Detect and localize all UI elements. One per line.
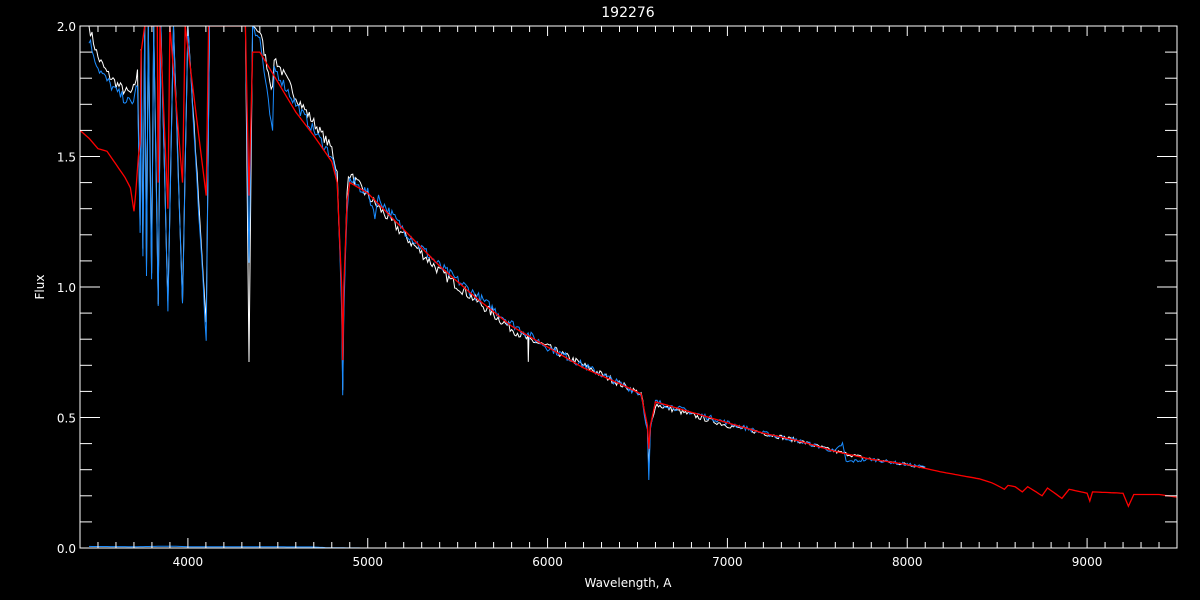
- series-line-1: [88, 26, 926, 481]
- x-tick-label: 4000: [173, 555, 204, 569]
- x-tick-label: 7000: [712, 555, 743, 569]
- x-axis-label: Wavelength, A: [584, 576, 672, 590]
- y-tick-label: 1.5: [57, 151, 76, 165]
- y-tick-label: 0.0: [57, 542, 76, 556]
- x-tick-label: 9000: [1072, 555, 1103, 569]
- x-tick-label: 8000: [892, 555, 923, 569]
- y-tick-label: 1.0: [57, 281, 76, 295]
- y-tick-label: 2.0: [57, 20, 76, 34]
- x-tick-label: 6000: [532, 555, 563, 569]
- chart-title: 192276: [601, 5, 655, 21]
- series-line-3: [88, 545, 926, 548]
- series-line-0: [88, 26, 926, 470]
- series-line-2: [80, 26, 1177, 508]
- y-axis-label: Flux: [33, 275, 47, 300]
- plot-frame: [79, 25, 1178, 549]
- x-tick-label: 5000: [352, 555, 383, 569]
- y-tick-label: 0.5: [57, 412, 76, 426]
